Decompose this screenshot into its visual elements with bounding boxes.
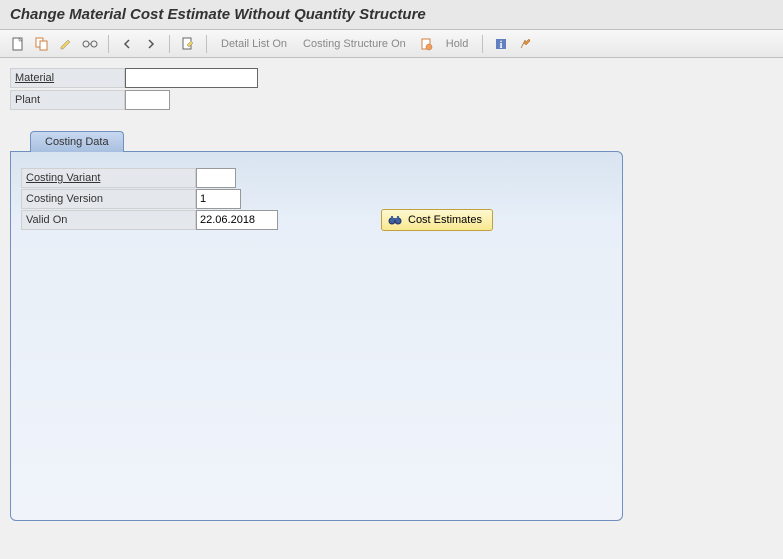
glasses-icon[interactable] — [80, 34, 100, 54]
separator — [482, 35, 483, 53]
header-fields: Material Plant — [10, 68, 773, 110]
tab-container: Costing Data Costing Variant Costing Ver… — [10, 130, 773, 521]
material-row: Material — [10, 68, 773, 88]
copy-icon[interactable] — [32, 34, 52, 54]
costing-version-label: Costing Version — [21, 189, 196, 209]
material-label: Material — [10, 68, 125, 88]
cost-estimates-label: Cost Estimates — [408, 214, 482, 226]
separator — [169, 35, 170, 53]
settings-icon[interactable] — [515, 34, 535, 54]
valid-on-label: Valid On — [21, 210, 196, 230]
material-input[interactable] — [125, 68, 258, 88]
title-bar: Change Material Cost Estimate Without Qu… — [0, 0, 783, 30]
toolbar: Detail List On Costing Structure On Hold… — [0, 30, 783, 58]
costing-data-panel: Costing Variant Costing Version Valid On — [10, 151, 623, 521]
separator — [206, 35, 207, 53]
prev-icon[interactable] — [117, 34, 137, 54]
detail-list-button[interactable]: Detail List On — [215, 38, 293, 50]
costing-variant-row: Costing Variant — [21, 168, 612, 188]
costing-variant-label: Costing Variant — [21, 168, 196, 188]
costing-structure-button[interactable]: Costing Structure On — [297, 38, 412, 50]
content-area: Material Plant Costing Data Costing Vari… — [0, 58, 783, 531]
cost-estimates-button[interactable]: Cost Estimates — [381, 209, 493, 231]
costing-version-row: Costing Version — [21, 189, 612, 209]
tab-costing-data[interactable]: Costing Data — [30, 131, 124, 152]
edit-icon[interactable] — [56, 34, 76, 54]
binoculars-icon — [388, 213, 402, 227]
page-title: Change Material Cost Estimate Without Qu… — [10, 6, 426, 23]
costing-version-input[interactable] — [196, 189, 241, 209]
document-edit-icon[interactable] — [178, 34, 198, 54]
plant-row: Plant — [10, 90, 773, 110]
svg-text:i: i — [500, 40, 503, 51]
next-icon[interactable] — [141, 34, 161, 54]
hold-doc-icon[interactable] — [416, 34, 436, 54]
costing-variant-input[interactable] — [196, 168, 236, 188]
hold-button[interactable]: Hold — [440, 38, 475, 50]
new-icon[interactable] — [8, 34, 28, 54]
plant-input[interactable] — [125, 90, 170, 110]
info-icon[interactable]: i — [491, 34, 511, 54]
valid-on-row: Valid On — [21, 210, 612, 230]
valid-on-input[interactable] — [196, 210, 278, 230]
separator — [108, 35, 109, 53]
plant-label: Plant — [10, 90, 125, 110]
